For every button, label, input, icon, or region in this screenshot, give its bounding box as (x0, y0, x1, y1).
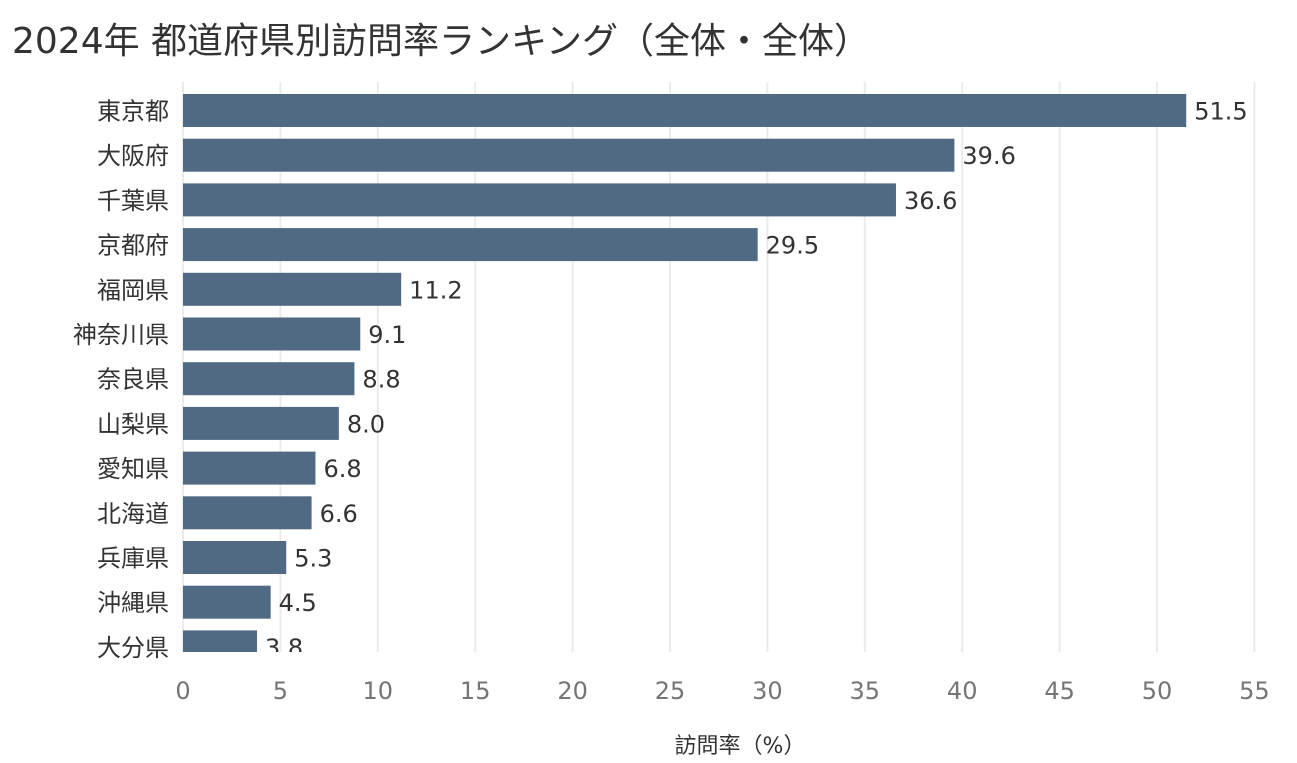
category-label: 神奈川県 (73, 321, 169, 349)
value-label: 4.5 (279, 589, 317, 617)
value-labels: 51.5 39.636.6 29.5 11.29.1 8.8 8.0 6.8 6.6 5.3 4.… (265, 98, 1248, 662)
x-tick-label: 0 (175, 677, 190, 705)
bar (183, 406, 339, 440)
bar (183, 183, 896, 217)
value-label: 8.0 (347, 410, 385, 438)
value-label: 9.1 (368, 321, 406, 349)
x-tick-label: 50 (1142, 677, 1173, 705)
x-tick-label: 35 (850, 677, 881, 705)
x-tick-label: 40 (947, 677, 978, 705)
value-label: 11.2 (409, 276, 462, 304)
x-tick-label: 45 (1044, 677, 1075, 705)
category-label: 山梨県 (97, 410, 169, 438)
category-label: 東京都 (97, 98, 169, 126)
value-label: 3.8 (265, 634, 303, 662)
category-label: 北海道 (97, 500, 169, 528)
x-tick-label: 10 (363, 677, 394, 705)
category-label: 千葉県 (97, 187, 169, 215)
category-label: 大分県 (97, 634, 169, 662)
x-tick-label: 25 (655, 677, 686, 705)
category-label: 奈良県 (97, 366, 169, 394)
category-label: 京都府 (97, 232, 169, 260)
x-tick-label: 5 (273, 677, 288, 705)
category-label: 兵庫県 (97, 545, 169, 573)
x-tick-label: 55 (1239, 677, 1270, 705)
bars (183, 94, 1187, 652)
bar (183, 541, 287, 574)
category-label: 愛知県 (97, 455, 169, 483)
x-tick-label: 30 (752, 677, 783, 705)
value-label: 39.6 (962, 142, 1015, 170)
bar (183, 272, 402, 306)
chart-title: 2024年 都道府県別訪問率ランキング（全体・全体） (12, 21, 870, 62)
category-label: 沖縄県 (97, 589, 169, 617)
bar (183, 317, 361, 351)
category-label: 福岡県 (97, 276, 169, 304)
x-tick-label: 15 (460, 677, 491, 705)
bar (183, 138, 955, 172)
value-label: 5.3 (294, 545, 332, 573)
value-label: 6.6 (320, 500, 358, 528)
x-axis-label: 訪問率（%） (674, 734, 806, 759)
value-label: 36.6 (904, 187, 957, 215)
category-label: 大阪府 (97, 142, 169, 170)
value-label: 29.5 (766, 232, 819, 260)
bar (183, 228, 758, 262)
value-label: 6.8 (323, 455, 361, 483)
value-label: 8.8 (362, 366, 400, 394)
bar (183, 496, 312, 530)
x-tick-labels: 0 5 10 15 20 25 30 35 40 45 50 55 (175, 677, 1269, 705)
bar (183, 94, 1187, 127)
bar (183, 585, 271, 619)
bar (183, 362, 355, 396)
bar (183, 451, 316, 485)
bar (183, 630, 258, 652)
value-label: 51.5 (1194, 98, 1247, 126)
x-tick-label: 20 (557, 677, 588, 705)
